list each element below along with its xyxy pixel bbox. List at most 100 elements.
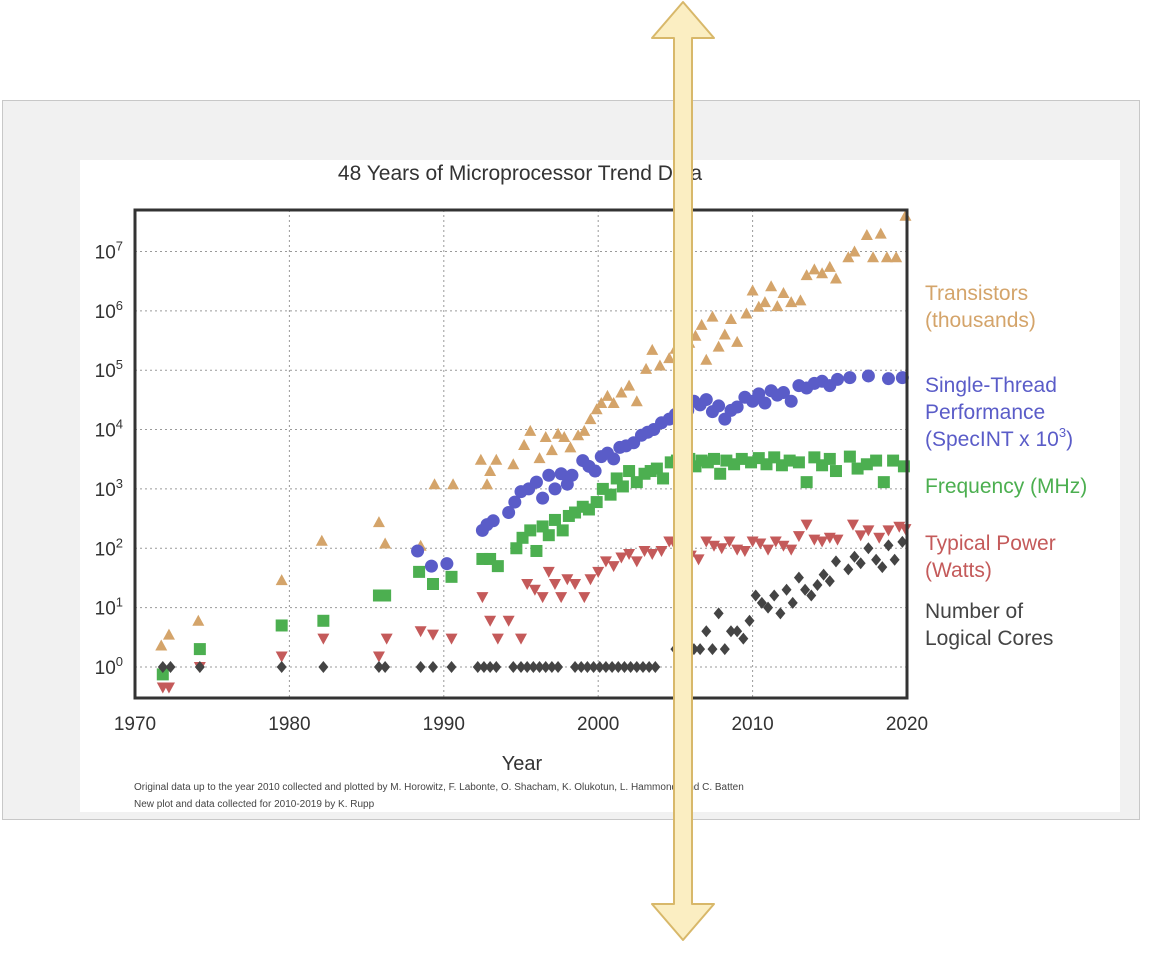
data-point: [507, 458, 520, 470]
data-point: [750, 589, 761, 602]
data-point: [860, 458, 873, 471]
data-point: [502, 615, 515, 627]
data-point: [484, 465, 497, 477]
data-point: [889, 553, 900, 566]
data-point: [524, 424, 537, 436]
data-point: [897, 535, 908, 548]
data-point: [771, 300, 784, 312]
data-point: [447, 478, 460, 490]
data-point: [548, 578, 561, 590]
data-point: [561, 574, 574, 586]
data-point: [754, 538, 767, 550]
data-point: [446, 660, 457, 673]
data-point: [484, 615, 497, 627]
data-point: [776, 386, 790, 400]
data-point: [546, 660, 557, 673]
plot-frame: [133, 208, 909, 700]
data-point: [427, 660, 438, 673]
data-point: [576, 660, 587, 673]
data-point: [601, 389, 614, 401]
data-point: [762, 544, 775, 556]
x-tick-label: 1990: [423, 714, 465, 735]
data-point: [769, 536, 782, 548]
series-label: (SpecINT x 103): [925, 425, 1073, 451]
data-point: [787, 596, 798, 609]
data-point: [373, 660, 384, 673]
x-ticks: 1970 1980 1990 2000 2010 2020: [114, 714, 928, 735]
data-point: [521, 578, 534, 590]
data-point: [582, 660, 593, 673]
data-point: [874, 227, 887, 239]
x-tick-label: 2020: [886, 714, 928, 735]
series: [157, 535, 908, 673]
data-point: [851, 462, 864, 475]
data-point: [800, 519, 813, 531]
data-point: [800, 476, 813, 489]
data-point: [706, 310, 719, 322]
data-point: [428, 478, 441, 490]
data-point: [794, 294, 807, 306]
data-point: [883, 539, 894, 552]
data-point: [646, 343, 659, 355]
series-label: Transistors: [925, 282, 1028, 305]
data-point: [613, 660, 624, 673]
data-point: [379, 537, 392, 549]
data-point: [556, 524, 569, 537]
data-point: [812, 579, 823, 592]
data-point: [569, 578, 582, 590]
data-point: [524, 524, 537, 537]
data-point: [843, 563, 854, 576]
data-point: [867, 251, 880, 263]
data-point: [276, 660, 287, 673]
data-point: [490, 453, 503, 465]
data-point: [552, 427, 565, 439]
data-point: [595, 397, 608, 409]
data-point: [508, 495, 522, 509]
data-point: [806, 589, 817, 602]
data-point: [558, 430, 571, 442]
y-tick-label: 102: [95, 535, 123, 560]
credit-line: New plot and data collected for 2010-201…: [134, 799, 375, 810]
data-point: [777, 286, 790, 298]
chart-title: 48 Years of Microprocessor Trend Data: [338, 162, 703, 185]
data-point: [775, 607, 786, 620]
data-point: [554, 467, 568, 481]
data-point: [818, 568, 829, 581]
data-point: [650, 660, 661, 673]
data-point: [816, 536, 829, 548]
data-point: [542, 529, 555, 542]
data-point: [843, 371, 857, 385]
data-point: [631, 660, 642, 673]
data-point: [623, 465, 636, 478]
series-label: Logical Cores: [925, 627, 1053, 650]
data-point: [502, 506, 516, 520]
series-label: (thousands): [925, 309, 1036, 332]
data-point: [785, 544, 798, 556]
data-point: [588, 660, 599, 673]
data-point: [860, 228, 873, 240]
x-tick-label: 2010: [731, 714, 773, 735]
data-point: [440, 557, 454, 571]
data-point: [485, 660, 496, 673]
data-point: [486, 514, 500, 528]
data-point: [193, 643, 206, 656]
y-tick-label: 101: [95, 595, 123, 620]
data-point: [415, 660, 426, 673]
data-point: [515, 633, 527, 645]
data-point: [800, 583, 811, 596]
data-point: [481, 478, 494, 490]
data-point: [156, 668, 169, 681]
data-point: [644, 660, 655, 673]
data-point: [700, 536, 713, 548]
data-point: [692, 554, 705, 566]
data-point: [155, 639, 168, 651]
data-point: [808, 263, 821, 275]
data-point: [880, 251, 893, 263]
data-point: [582, 503, 595, 516]
data-point: [843, 450, 856, 463]
data-point: [584, 574, 597, 586]
data-point: [372, 651, 385, 663]
data-point: [640, 362, 653, 374]
data-point: [275, 574, 288, 586]
data-point: [548, 513, 561, 526]
